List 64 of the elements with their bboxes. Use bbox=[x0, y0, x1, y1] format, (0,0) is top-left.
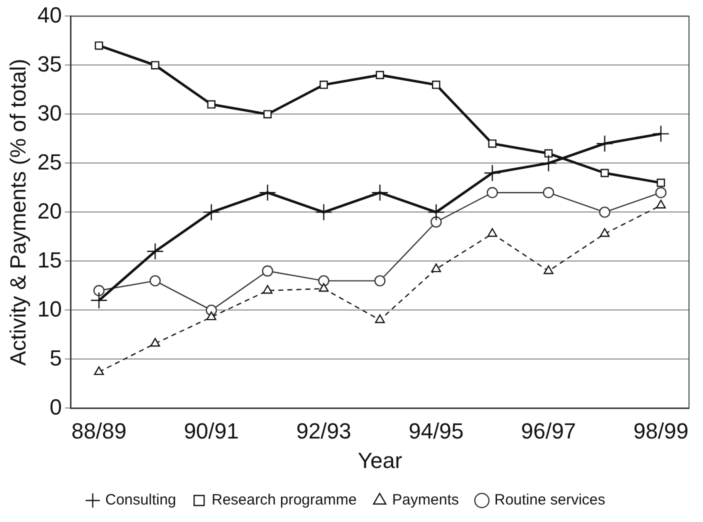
point bbox=[544, 265, 554, 274]
point bbox=[262, 285, 272, 294]
y-axis-title: Activity & Payments (% of total) bbox=[5, 58, 30, 366]
y-tick-label: 5 bbox=[50, 345, 62, 370]
y-tick-label: 10 bbox=[37, 296, 62, 322]
point bbox=[93, 285, 105, 296]
point bbox=[146, 242, 164, 260]
y-tick-label: 25 bbox=[37, 149, 62, 174]
y-tick-label: 35 bbox=[37, 51, 62, 76]
point bbox=[542, 187, 554, 198]
point bbox=[540, 154, 558, 172]
y-tick-label: 0 bbox=[50, 394, 62, 420]
point bbox=[263, 110, 272, 118]
legend-label: Consulting bbox=[105, 492, 176, 509]
point bbox=[94, 366, 104, 376]
point bbox=[486, 187, 498, 198]
point bbox=[315, 204, 332, 221]
y-tick-label: 40 bbox=[37, 2, 62, 28]
x-tick-label: 88/89 bbox=[71, 418, 126, 444]
point bbox=[487, 228, 498, 237]
point bbox=[600, 168, 609, 178]
y-tick-label: 30 bbox=[37, 100, 62, 126]
point bbox=[262, 265, 274, 277]
point bbox=[258, 184, 276, 202]
point bbox=[656, 178, 666, 187]
legend-label: Research programme bbox=[212, 492, 357, 509]
point bbox=[599, 206, 610, 218]
legend-label: Payments bbox=[392, 492, 459, 509]
point bbox=[371, 184, 389, 202]
x-tick-label: 98/99 bbox=[633, 418, 688, 444]
point bbox=[430, 216, 442, 228]
point bbox=[150, 338, 160, 347]
point bbox=[202, 204, 220, 221]
point bbox=[600, 228, 610, 237]
point bbox=[90, 292, 108, 309]
point bbox=[150, 275, 161, 286]
point bbox=[428, 204, 445, 221]
point bbox=[318, 283, 329, 292]
point bbox=[94, 41, 104, 50]
point bbox=[544, 149, 553, 158]
point bbox=[374, 275, 386, 286]
point bbox=[206, 311, 216, 320]
point bbox=[151, 61, 160, 70]
point bbox=[655, 187, 667, 198]
point bbox=[376, 70, 384, 80]
point bbox=[596, 135, 614, 152]
x-tick-label: 90/91 bbox=[184, 418, 239, 444]
y-tick-label: 20 bbox=[37, 198, 62, 224]
point bbox=[656, 200, 666, 208]
point bbox=[652, 125, 670, 142]
legend-label: Routine services bbox=[494, 492, 606, 509]
x-tick-label: 92/93 bbox=[296, 418, 352, 444]
point bbox=[484, 164, 501, 182]
point bbox=[431, 263, 442, 272]
x-tick-label: 96/97 bbox=[520, 418, 576, 444]
x-tick-label: 94/95 bbox=[408, 418, 464, 444]
point bbox=[488, 139, 496, 148]
point bbox=[207, 100, 216, 109]
y-tick-label: 15 bbox=[37, 247, 62, 272]
point bbox=[318, 275, 330, 286]
point bbox=[375, 314, 385, 324]
point bbox=[432, 80, 440, 89]
point bbox=[320, 80, 328, 89]
x-axis-title: Year bbox=[358, 448, 402, 473]
